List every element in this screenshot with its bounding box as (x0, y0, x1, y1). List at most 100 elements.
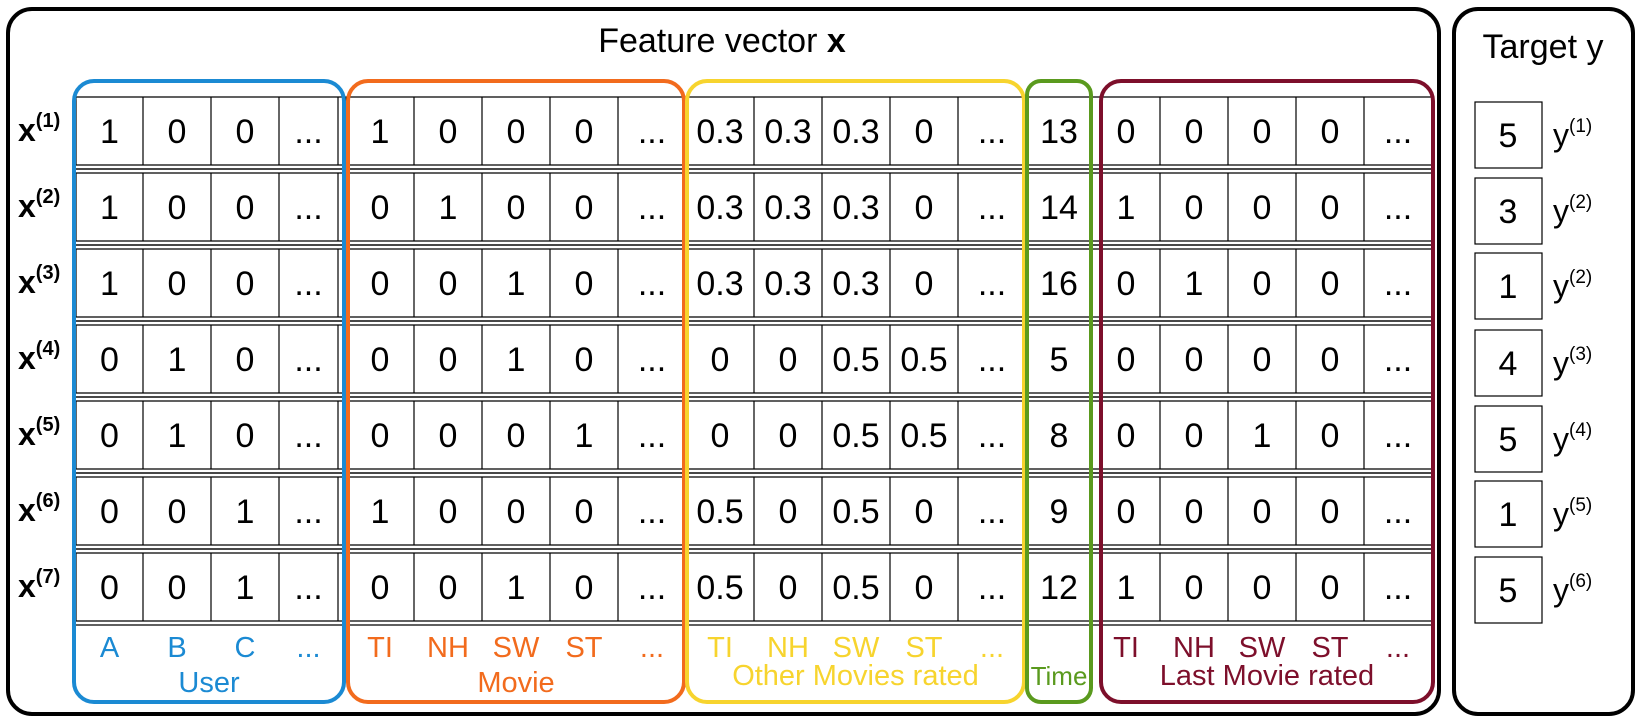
feature-groups: A B C ... User TI NH SW ST ... Movie TI NH SW ST ... Oth… (72, 79, 1435, 704)
cell-value: 0 (439, 493, 458, 531)
group-name-last-movie-rated: Last Movie rated (1160, 660, 1374, 692)
cell-value: 0 (1185, 569, 1204, 607)
cell-value: 0 (439, 417, 458, 455)
row-label: x(1) (18, 110, 60, 148)
cell-value: 0 (1117, 493, 1136, 531)
cell-value: 0 (711, 341, 730, 379)
cell-value: 0 (915, 569, 934, 607)
target-value: 5 (1499, 572, 1518, 610)
group-name-other-movies-rated: Other Movies rated (732, 660, 979, 692)
target-frame (1452, 7, 1635, 716)
cell-value: ... (638, 265, 666, 303)
cell-value: ... (1384, 265, 1412, 303)
target-column: 5 y(1) 3 y(2) 1 y(2) 4 y(3) 5 y(4) 1 y(5) 5 y(6) (1474, 101, 1592, 624)
cell-value: 0.5 (832, 417, 879, 455)
cell-value: 0 (236, 341, 255, 379)
column-label: ST (905, 632, 942, 664)
cell-value: ... (978, 265, 1006, 303)
target-value: 5 (1499, 421, 1518, 459)
cell-value: 0 (100, 341, 119, 379)
cell-value: 0 (1253, 113, 1272, 151)
cell-value: 0.5 (900, 417, 947, 455)
cell-value: ... (294, 569, 322, 607)
feature-vector-title: Feature vector x (598, 22, 846, 60)
target-box (1474, 480, 1543, 548)
cell-value: 12 (1040, 569, 1078, 607)
cell-value: 0 (1185, 341, 1204, 379)
target-value: 1 (1499, 496, 1518, 534)
cell-value: 16 (1040, 265, 1078, 303)
cell-value: 0 (507, 417, 526, 455)
cell-value: 9 (1050, 493, 1069, 531)
cell-value: 0.5 (832, 493, 879, 531)
cell-value: 0 (575, 113, 594, 151)
target-label: y(4) (1553, 420, 1592, 457)
cell-value: 1 (168, 417, 187, 455)
cell-value: ... (294, 417, 322, 455)
target-value: 1 (1499, 268, 1518, 306)
target-box (1474, 329, 1543, 397)
cell-value: 0 (1321, 493, 1340, 531)
cell-value: 0 (1253, 265, 1272, 303)
cell-value: 0 (371, 265, 390, 303)
cell-value: 0.3 (764, 265, 811, 303)
column-label: ... (640, 632, 664, 664)
cell-value: 0 (1117, 265, 1136, 303)
cell-value: ... (1384, 417, 1412, 455)
cell-value: 0 (236, 113, 255, 151)
cell-value: ... (1384, 189, 1412, 227)
cell-value: 0 (779, 341, 798, 379)
group-name-time: Time (1031, 661, 1088, 691)
cell-value: 0 (1253, 569, 1272, 607)
target-label: y(5) (1553, 495, 1592, 532)
cell-value: 0 (1253, 189, 1272, 227)
group-frame-other-movies-rated (685, 79, 1026, 704)
column-label: ... (980, 632, 1004, 664)
cell-value: 0 (1321, 265, 1340, 303)
target-label: y(3) (1553, 344, 1592, 381)
cell-value: 0 (371, 341, 390, 379)
cell-value: 0 (168, 569, 187, 607)
cell-value: 0.3 (696, 113, 743, 151)
row-label: x(2) (18, 186, 60, 224)
table-grid (75, 96, 1433, 626)
target-label: y(2) (1553, 192, 1592, 229)
cell-value: 0 (779, 493, 798, 531)
cell-value: 0 (1321, 341, 1340, 379)
cell-value: 14 (1040, 189, 1078, 227)
column-label: ST (1311, 632, 1348, 664)
group-name-user: User (178, 667, 240, 699)
cell-value: 0.5 (832, 341, 879, 379)
cell-value: 0 (236, 189, 255, 227)
cell-value: 0 (507, 493, 526, 531)
cell-value: 0 (1321, 189, 1340, 227)
cell-value: 0 (575, 341, 594, 379)
cell-value: 0 (371, 417, 390, 455)
cell-value: 1 (507, 341, 526, 379)
cell-value: 0 (915, 113, 934, 151)
cell-value: 0 (371, 569, 390, 607)
cell-value: ... (294, 265, 322, 303)
column-label: B (167, 632, 186, 664)
cell-value: 5 (1050, 341, 1069, 379)
cell-value: 1 (439, 189, 458, 227)
cell-value: ... (978, 417, 1006, 455)
cell-value: 0 (1321, 569, 1340, 607)
feature-vector-frame (6, 7, 1441, 716)
cell-value: ... (978, 341, 1006, 379)
cell-value: 0 (1117, 417, 1136, 455)
cell-value: 0 (439, 265, 458, 303)
cell-value: 0.3 (764, 189, 811, 227)
cell-value: ... (978, 189, 1006, 227)
cell-value: 0 (168, 493, 187, 531)
cell-value: ... (638, 113, 666, 151)
cell-value: ... (638, 417, 666, 455)
column-label: ... (1386, 632, 1410, 664)
cell-value: ... (638, 341, 666, 379)
cell-value: ... (1384, 113, 1412, 151)
cell-value: 0 (1185, 113, 1204, 151)
cell-value: ... (638, 493, 666, 531)
cell-value: 0 (575, 189, 594, 227)
row-label: x(6) (18, 490, 60, 528)
cell-value: 1 (100, 265, 119, 303)
